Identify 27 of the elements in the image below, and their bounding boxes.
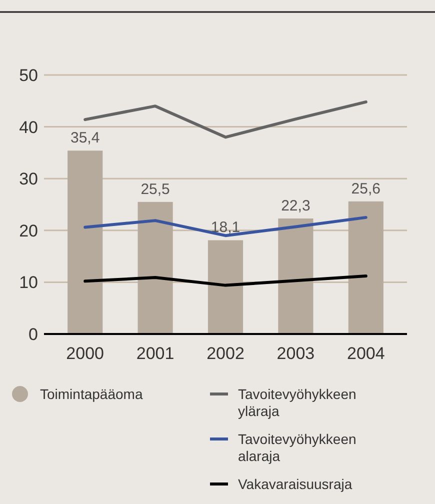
legend-label: Vakavaraisuusraja xyxy=(238,476,352,492)
y-tick-label: 40 xyxy=(19,118,38,137)
data-label: 35,4 xyxy=(70,130,100,147)
x-tick-label: 2001 xyxy=(136,344,174,363)
x-tick-label: 2003 xyxy=(276,344,315,363)
y-tick-label: 30 xyxy=(19,170,38,189)
bar xyxy=(68,150,103,334)
y-tick-label: 50 xyxy=(19,66,38,85)
bar xyxy=(138,202,173,334)
y-tick-label: 20 xyxy=(19,221,38,240)
line-series xyxy=(84,216,368,238)
x-tick-label: 2004 xyxy=(346,344,385,363)
legend-label: Tavoitevyöhykkeen alaraja xyxy=(238,431,356,464)
data-label: 25,5 xyxy=(140,180,170,198)
data-label: 25,6 xyxy=(351,180,380,198)
bar xyxy=(278,218,314,334)
bar xyxy=(348,201,384,334)
legend-label: Toimintapääoma xyxy=(40,386,143,402)
line-series xyxy=(84,274,368,287)
data-label: 18,1 xyxy=(210,219,240,236)
y-tick-label: 0 xyxy=(28,325,38,344)
x-tick-label: 2002 xyxy=(206,344,244,363)
y-tick-label: 10 xyxy=(19,273,38,292)
data-label: 22,3 xyxy=(281,197,310,214)
legend-label: Tavoitevyöhykkeen yläraja xyxy=(238,386,356,419)
x-tick-label: 2000 xyxy=(66,344,104,363)
bar xyxy=(208,240,244,334)
